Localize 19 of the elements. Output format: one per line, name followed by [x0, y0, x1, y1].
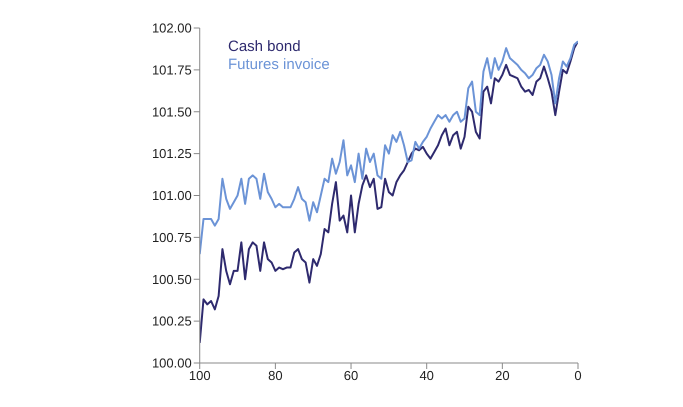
y-tick-label: 101.25: [152, 146, 192, 162]
y-tick-label: 101.50: [152, 104, 192, 120]
y-tick-label: 100.00: [152, 356, 192, 371]
x-tick-label: 60: [344, 368, 358, 384]
line-series: [200, 40, 578, 256]
y-tick-label: 101.75: [152, 62, 192, 78]
y-tick-label: 100.25: [152, 314, 192, 329]
y-tick-label: 100.75: [152, 230, 192, 245]
x-tick-label: 40: [419, 368, 434, 384]
x-tick-label: 0: [574, 368, 582, 384]
line-series: [200, 40, 578, 344]
x-tick-label: 20: [495, 368, 510, 384]
x-tick-label: 100: [188, 368, 211, 384]
x-tick-label: 80: [268, 368, 283, 384]
y-tick-label: 100.50: [152, 272, 192, 287]
text: Futures invoice: [228, 56, 330, 74]
text: Cash bond: [228, 38, 302, 56]
y-tick-label: 102.00: [152, 20, 192, 36]
y-tick-label: 101.00: [152, 188, 192, 204]
